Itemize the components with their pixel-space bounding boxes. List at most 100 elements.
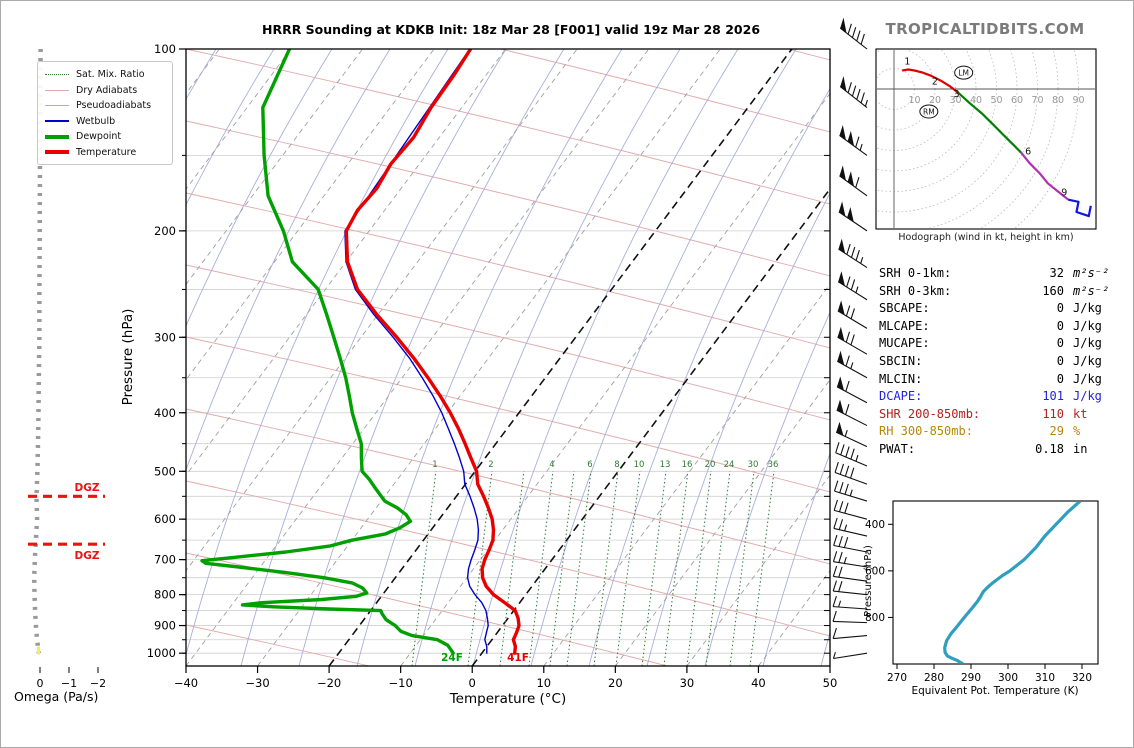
theta-e-curve	[943, 502, 1082, 663]
temperature-tick-label: −40	[174, 676, 198, 690]
theta-e-x-tick-label: 300	[998, 672, 1018, 684]
temperature-tick-label: −20	[317, 676, 341, 690]
pressure-tick-label: 400	[154, 406, 176, 420]
hodograph-ring-label: 50	[990, 95, 1002, 106]
legend: Sat. Mix. Ratio Dry Adiabats Pseudoadiab…	[37, 61, 173, 165]
dgz-lower-label: DGZ	[74, 550, 100, 562]
wind-barb	[836, 399, 868, 427]
wind-barb	[836, 376, 868, 404]
omega-tick-label: 0	[37, 677, 44, 690]
wind-barb	[832, 596, 868, 610]
pressure-tick-label: 200	[154, 224, 176, 238]
omega-axis-label: Omega (Pa/s)	[14, 689, 99, 704]
wind-barb	[837, 326, 868, 355]
temperature-tick-label: −10	[389, 676, 413, 690]
thetae-pressure-axis-label: Pressure (hPa)	[863, 545, 874, 617]
dgz-upper-label: DGZ	[74, 482, 100, 494]
temperature-tick-label: 20	[608, 676, 623, 690]
temperature-axis: −40 −30 −20 −10 0 10 20 30 40 50	[174, 666, 837, 690]
wind-barb	[832, 610, 868, 624]
page-title: HRRR Sounding at KDKB Init: 18z Mar 28 […	[261, 22, 761, 37]
pressure-tick-label: 800	[154, 588, 176, 602]
hodograph-ring-label: 70	[1031, 95, 1043, 106]
curve-dewpoint	[200, 49, 455, 655]
omega-tick-label: −2	[90, 677, 106, 690]
hodograph-frame	[875, 48, 1097, 230]
wind-barb	[836, 350, 868, 379]
temperature-tick-label: 40	[751, 676, 766, 690]
stat-rh: RH 300-850mb: 29%	[879, 424, 1081, 439]
wind-barb	[837, 271, 868, 301]
pseudoadiabats-swatch	[45, 105, 69, 107]
mixing-ratio-label: 16	[682, 460, 693, 470]
isotherms	[186, 49, 830, 666]
wind-barb	[839, 165, 868, 197]
hodograph-segment-6-9km	[1020, 151, 1069, 201]
theta-e-x-tick-label: 270	[887, 672, 907, 684]
pressure-axis: 100 200 300 400 500 600 700 800 900 1000	[147, 42, 830, 660]
wind-barb	[832, 580, 868, 596]
pressure-tick-label: 500	[154, 464, 176, 478]
legend-item: Dry Adiabats	[45, 83, 165, 99]
hodograph: 10 20 30 40 50 60 70 80 90 1 2 3 6 9 LM RM	[875, 48, 1097, 230]
surface-temperature-label: 41F	[507, 652, 529, 664]
theta-e-frame	[892, 500, 1099, 665]
legend-item: Wetbulb	[45, 114, 165, 130]
pressure-tick-label: 900	[154, 619, 176, 633]
temperature-tick-label: 30	[680, 676, 695, 690]
hodograph-ring-label: 60	[1011, 95, 1023, 106]
stat-sbcape: SBCAPE: 0 J/kg	[879, 301, 1102, 316]
dry-adiabats-swatch	[45, 89, 69, 91]
mixing-ratio-label: 10	[634, 460, 645, 470]
wind-barb	[835, 442, 868, 467]
theta-e-x-tick-label: 320	[1072, 672, 1092, 684]
stat-srh-0-3km: SRH 0-3km: 160 m²s⁻²	[879, 283, 1110, 298]
stats-panel: SRH 0-1km: 32 m²s⁻² SRH 0-3km: 160 m²s⁻² SBC…	[879, 265, 1129, 459]
wind-barb	[832, 565, 868, 582]
omega-tick-label: −1	[61, 677, 77, 690]
temperature-tick-label: 10	[536, 676, 551, 690]
hodograph-height-label: 2	[932, 77, 938, 88]
theta-e-y-tick-label: 800	[865, 612, 885, 624]
hodograph-ring-label: 20	[929, 95, 941, 106]
watermark-logo: TROPICALTIDBITS.COM	[885, 20, 1085, 38]
stat-shr: SHR 200-850mb: 110 kt	[879, 406, 1088, 421]
temperature-tick-label: 50	[823, 676, 838, 690]
stat-pwat: PWAT: 0.18 in	[879, 441, 1088, 456]
skewt-frame	[185, 48, 831, 667]
wind-barb	[839, 124, 868, 156]
hodograph-height-label: 1	[904, 57, 910, 68]
dry-adiabats	[186, 49, 830, 666]
wind-barb	[835, 421, 868, 448]
hodograph-segment-3-6km	[956, 91, 1022, 154]
sat-mix-ratio-swatch	[45, 74, 69, 76]
wind-barb	[839, 76, 868, 108]
wind-barb	[838, 201, 868, 232]
legend-item: Dewpoint	[45, 129, 165, 145]
wetbulb-swatch	[45, 120, 69, 123]
theta-e-panel: 270 280 290 300 310 320 400 600 800	[865, 500, 1099, 684]
mixing-ratio-label: 24	[724, 460, 735, 470]
temperature-tick-label: 0	[469, 676, 476, 690]
mixing-ratio-label: 8	[614, 460, 619, 470]
pressure-gridlines	[186, 154, 830, 654]
stat-mlcin: MLCIN: 0 J/kg	[879, 371, 1102, 386]
curve-wetbulb	[344, 49, 489, 654]
hodograph-segment-9km+	[1068, 198, 1092, 218]
legend-item: Sat. Mix. Ratio	[45, 67, 165, 83]
hodograph-ring-label: 40	[970, 95, 982, 106]
theta-e-y-tick-label: 400	[865, 519, 885, 531]
pressure-tick-label: 600	[154, 512, 176, 526]
theta-e-y-tick-label: 600	[865, 565, 885, 577]
pressure-tick-label: 100	[154, 42, 176, 56]
hodograph-height-label: 6	[1025, 147, 1031, 158]
stat-dcape: DCAPE: 101 J/kg	[879, 389, 1102, 404]
wind-barb	[833, 499, 868, 520]
hodograph-caption: Hodograph (wind in kt, height in km)	[898, 232, 1074, 243]
hodograph-ring-label: 30	[949, 95, 961, 106]
legend-item: Pseudoadiabats	[45, 98, 165, 114]
stat-mucape: MUCAPE: 0 J/kg	[879, 336, 1102, 351]
hodograph-segment-0-3km	[902, 68, 959, 93]
